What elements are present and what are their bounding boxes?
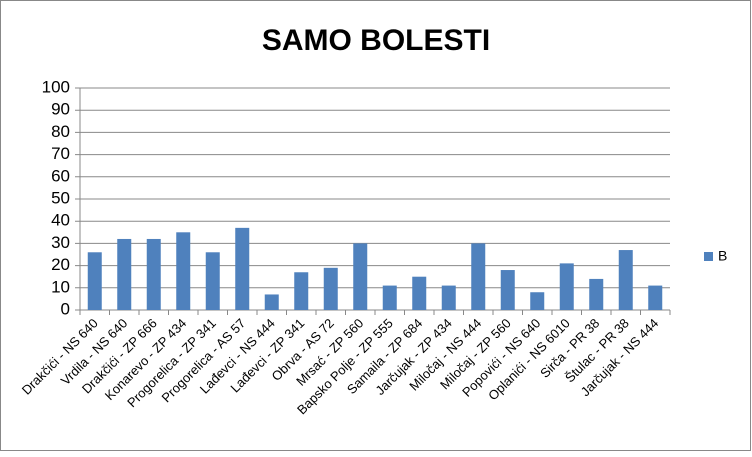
y-tick-label: 40	[51, 211, 70, 230]
legend-swatch	[704, 252, 713, 261]
y-tick-label: 0	[61, 299, 70, 318]
bar	[205, 252, 220, 310]
bar	[589, 278, 604, 310]
y-tick-label: 60	[51, 166, 70, 185]
y-tick-label: 20	[51, 255, 70, 274]
y-tick-label: 80	[51, 122, 70, 141]
bar	[618, 250, 633, 310]
y-tick-label: 100	[42, 77, 70, 96]
bar	[353, 243, 368, 310]
bar	[235, 227, 250, 310]
bar	[500, 270, 515, 310]
bar	[441, 285, 456, 310]
bar	[323, 267, 338, 310]
bar	[176, 232, 191, 310]
bar	[648, 285, 663, 310]
bar	[87, 252, 102, 310]
bar	[264, 294, 279, 310]
y-tick-label: 30	[51, 233, 70, 252]
bar	[471, 243, 486, 310]
chart-title: SAMO BOLESTI	[262, 24, 490, 57]
bar	[382, 285, 397, 310]
legend-label: B	[718, 248, 727, 264]
y-tick-label: 70	[51, 144, 70, 163]
y-tick-label: 10	[51, 277, 70, 296]
bar	[530, 292, 545, 310]
bar	[294, 272, 309, 310]
bar	[412, 276, 427, 310]
y-tick-label: 90	[51, 100, 70, 119]
bar	[146, 238, 161, 310]
bar	[117, 238, 132, 310]
y-tick-label: 50	[51, 188, 70, 207]
bar	[559, 263, 574, 310]
